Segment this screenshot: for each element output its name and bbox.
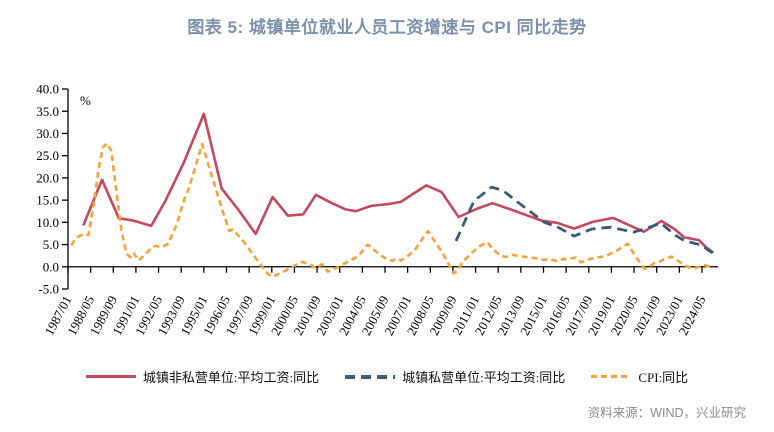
y-axis-unit-label: % bbox=[80, 93, 91, 108]
series-line-cpi bbox=[70, 141, 713, 279]
y-tick-label: 15.0 bbox=[36, 193, 59, 208]
source-note: 资料来源：WIND，兴业研究 bbox=[587, 406, 746, 420]
line-chart-canvas: 40.035.030.025.020.015.010.05.00.0-5.0%1… bbox=[36, 82, 718, 338]
y-tick-label: 5.0 bbox=[43, 237, 59, 252]
y-tick-label: 35.0 bbox=[36, 104, 59, 119]
legend-item-wage-private: 城镇私营单位:平均工资:同比 bbox=[345, 367, 565, 386]
y-tick-label: 25.0 bbox=[36, 148, 59, 163]
red-solid-line-sample bbox=[85, 375, 136, 378]
legend-item-cpi: CPI:同比 bbox=[591, 367, 688, 386]
y-tick-label: 10.0 bbox=[36, 215, 59, 230]
legend-item-wage-nonprivate: 城镇非私营单位:平均工资:同比 bbox=[85, 367, 320, 386]
y-tick-label: 0.0 bbox=[43, 259, 59, 274]
legend: 城镇非私营单位:平均工资:同比 城镇私营单位:平均工资:同比 CPI:同比 bbox=[0, 367, 774, 386]
y-tick-label: 40.0 bbox=[36, 82, 59, 97]
legend-label-cpi: CPI:同比 bbox=[638, 370, 689, 385]
y-tick-label: 30.0 bbox=[36, 126, 59, 141]
y-tick-label: 20.0 bbox=[36, 170, 59, 185]
blue-dashed-line-sample bbox=[345, 374, 396, 379]
series-line-wage_nonprivate bbox=[82, 112, 715, 254]
y-tick-label: -5.0 bbox=[38, 282, 59, 297]
orange-dashed-line-sample bbox=[591, 375, 632, 378]
chart-area: 40.0 35.0 30.0 25.0 20.0 15.0 10.0 5.0 0.0 -5.0% 1… bbox=[0, 47, 774, 367]
legend-label-wage-nonprivate: 城镇非私营单位:平均工资:同比 bbox=[142, 370, 320, 385]
legend-label-wage-private: 城镇私营单位:平均工资:同比 bbox=[402, 370, 566, 385]
chart-title: 图表 5: 城镇单位就业人员工资增速与 CPI 同比走势 bbox=[187, 18, 587, 37]
series-line-wage_private bbox=[454, 185, 714, 255]
